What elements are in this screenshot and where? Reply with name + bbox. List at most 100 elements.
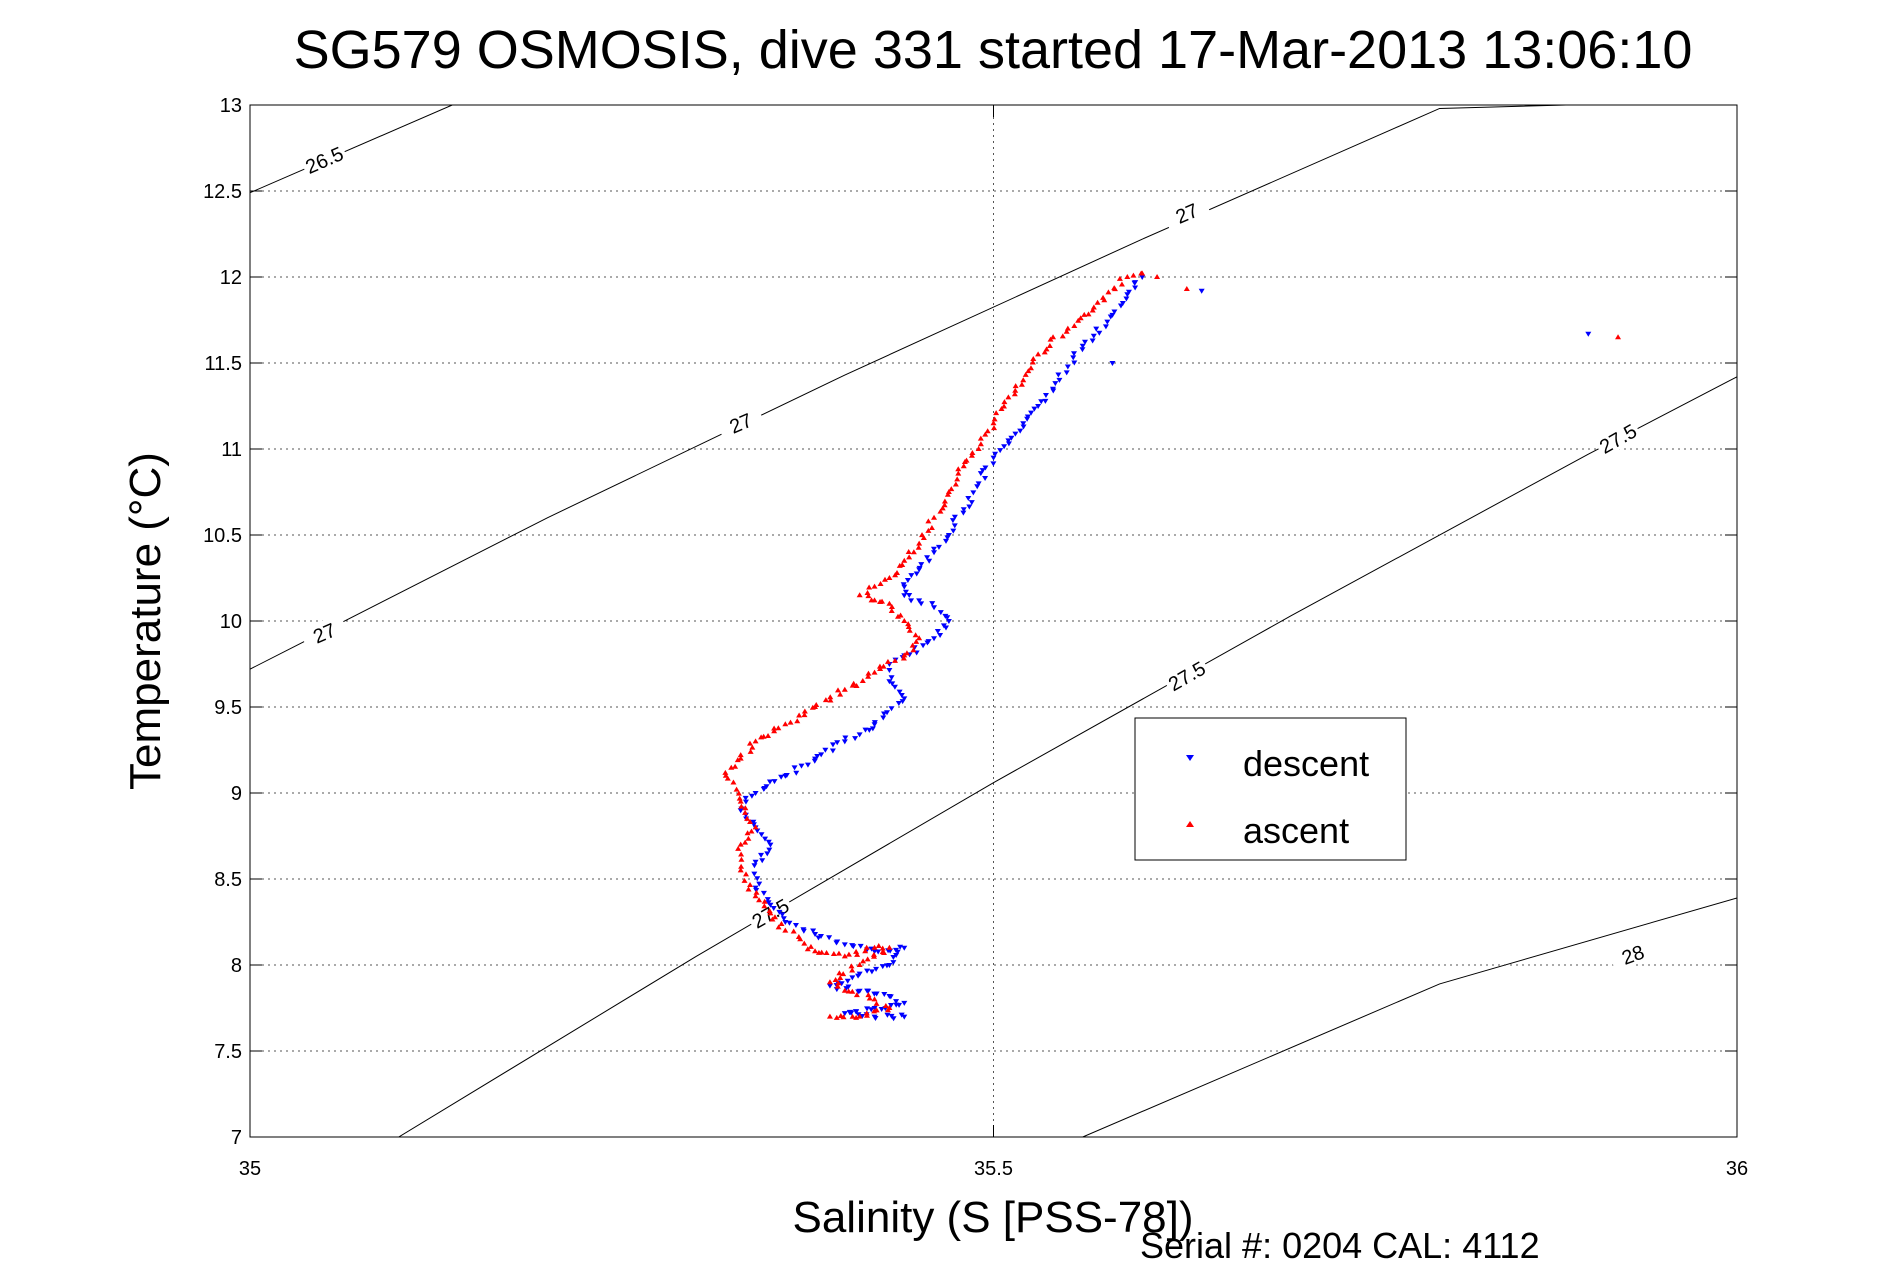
ascent-point — [900, 655, 907, 661]
descent-point — [888, 1002, 895, 1008]
ascent-point — [840, 1014, 847, 1020]
ascent-point — [1075, 317, 1082, 323]
chart-title: SG579 OSMOSIS, dive 331 started 17-Mar-2… — [294, 20, 1693, 80]
descent-point — [765, 900, 772, 906]
descent-point — [931, 550, 938, 556]
ascent-point — [854, 951, 861, 957]
ascent-point — [790, 928, 797, 934]
ascent-point — [848, 963, 855, 969]
ascent-point — [761, 903, 768, 909]
descent-point — [895, 700, 902, 706]
descent-point — [1071, 360, 1078, 366]
descent-point — [1089, 338, 1096, 344]
y-tick-label: 9.5 — [214, 697, 242, 719]
descent-point — [843, 986, 850, 992]
ascent-point — [901, 652, 908, 658]
ascent-point — [744, 830, 751, 836]
ascent-point — [818, 949, 825, 955]
ascent-point — [993, 410, 1000, 416]
descent-point — [798, 763, 805, 769]
descent-point — [931, 605, 938, 611]
ascent-point — [856, 962, 863, 967]
descent-point — [942, 538, 949, 544]
descent-point — [849, 943, 856, 949]
descent-point — [1038, 399, 1045, 405]
ascent-point — [724, 775, 731, 781]
descent-point — [751, 863, 758, 869]
ascent-point — [880, 949, 887, 955]
descent-point — [965, 495, 972, 501]
ascent-point — [1089, 307, 1096, 313]
descent-point — [901, 945, 908, 951]
descent-point — [856, 732, 863, 738]
ascent-point — [742, 809, 749, 815]
ascent-point — [782, 927, 789, 933]
y-tick-label: 13 — [220, 95, 242, 117]
descent-point — [864, 1006, 871, 1012]
ascent-point — [761, 898, 768, 904]
descent-point — [1008, 435, 1015, 441]
descent-point — [908, 598, 915, 604]
ascent-point — [853, 992, 860, 998]
ascent-point — [822, 697, 829, 703]
ascent-point — [771, 914, 778, 920]
descent-point — [982, 475, 989, 481]
ascent-point — [960, 463, 967, 469]
ascent-point — [862, 948, 869, 954]
ascent-point — [975, 446, 982, 451]
ascent-point — [722, 769, 729, 775]
ascent-point — [738, 863, 745, 869]
ascent-point — [955, 470, 962, 476]
descent-point — [891, 684, 898, 690]
ascent-point — [859, 677, 866, 683]
descent-point — [977, 471, 984, 477]
ascent-point — [901, 557, 908, 563]
ascent-point — [925, 527, 932, 533]
descent-point — [848, 1010, 855, 1016]
descent-point — [884, 710, 891, 716]
ascent-point — [801, 940, 808, 946]
x-axis-label: Salinity (S [PSS-78]) — [792, 1193, 1193, 1242]
ascent-point — [841, 953, 848, 959]
descent-point — [1070, 355, 1077, 361]
ascent-point — [747, 818, 754, 824]
ascent-point — [1077, 315, 1084, 321]
descent-point — [869, 726, 876, 732]
ascent-point — [948, 486, 955, 492]
ascent-point — [1101, 297, 1108, 303]
descent-point — [926, 558, 933, 564]
descent-point — [791, 765, 798, 771]
ascent-point — [1063, 328, 1070, 334]
descent-point — [934, 628, 941, 634]
ascent-point — [905, 549, 912, 555]
descent-point — [881, 992, 888, 998]
ascent-point — [892, 657, 899, 663]
y-axis-label: Temperature (°C) — [121, 452, 170, 790]
descent-point — [913, 571, 920, 577]
ascent-point — [1041, 349, 1048, 355]
descent-point — [814, 753, 821, 759]
descent-point — [1017, 428, 1024, 434]
ascent-point — [984, 428, 991, 434]
descent-point — [960, 510, 967, 516]
descent-point — [898, 692, 905, 698]
descent-point — [780, 916, 787, 922]
ascent-point — [903, 650, 910, 656]
descent-point — [890, 1016, 897, 1022]
ascent-point — [837, 691, 844, 697]
y-tick-label: 11 — [221, 439, 242, 461]
descent-point — [908, 573, 915, 579]
descent-point — [950, 528, 957, 534]
isopycnal-line — [398, 376, 1737, 1137]
ascent-point — [905, 621, 912, 627]
descent-point — [748, 793, 755, 799]
descent-point — [1070, 351, 1077, 357]
ascent-point — [1111, 286, 1118, 292]
descent-point — [878, 1006, 885, 1012]
descent-point — [970, 490, 977, 496]
ascent-point — [1022, 371, 1029, 377]
descent-point — [924, 640, 931, 646]
ascent-point — [1124, 274, 1131, 279]
descent-point — [754, 876, 761, 882]
descent-point — [887, 994, 894, 1000]
